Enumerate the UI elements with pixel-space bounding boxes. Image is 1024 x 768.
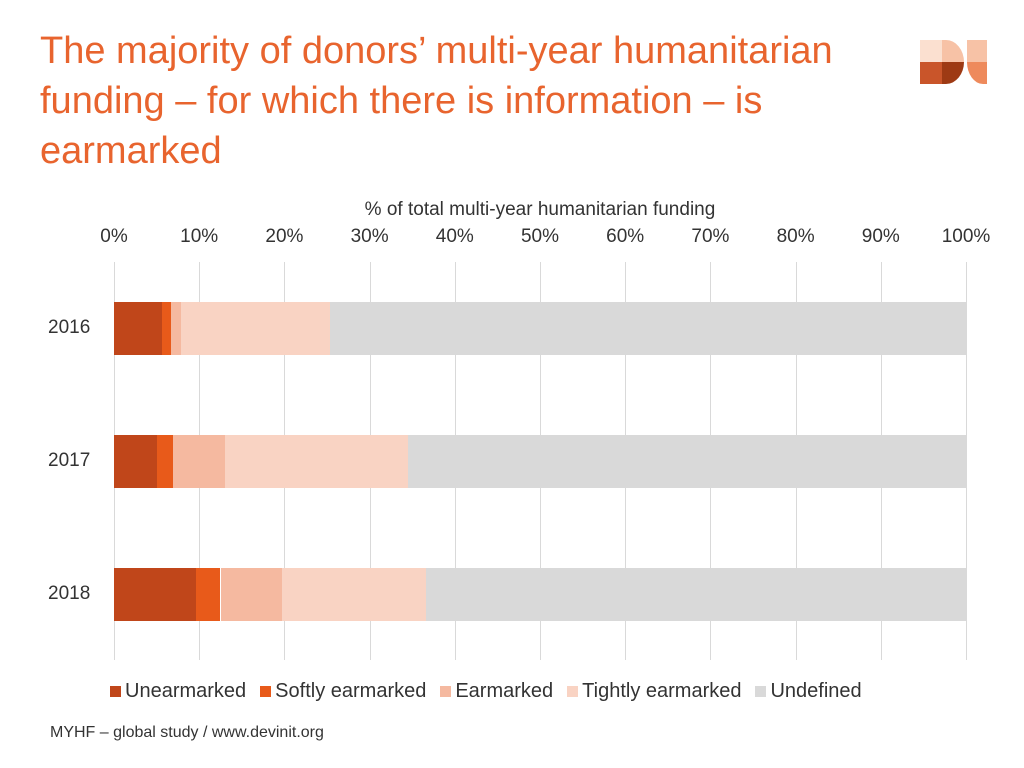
bar-earmarked-2017 <box>172 435 225 488</box>
bar-unearmarked-2016 <box>114 302 162 355</box>
category-label: 2017 <box>48 450 91 471</box>
x-tick-label: 100% <box>941 226 991 247</box>
x-tick-label: 10% <box>180 226 219 247</box>
bar-tightly-earmarked-2017 <box>224 435 408 488</box>
x-tick-label: 40% <box>435 226 474 247</box>
bar-earmarked-2016 <box>171 302 182 355</box>
legend-swatch <box>755 686 767 697</box>
legend-item: Earmarked <box>440 680 553 703</box>
bar-softly-earmarked-2016 <box>161 302 172 355</box>
bar-earmarked-2018 <box>220 568 282 621</box>
devinit-logo <box>920 40 987 84</box>
legend-swatch <box>567 686 579 697</box>
x-tick-label: 90% <box>861 226 900 247</box>
legend-swatch <box>260 686 272 697</box>
legend-item: Softly earmarked <box>260 680 426 703</box>
bar-softly-earmarked-2017 <box>156 435 173 488</box>
category-label: 2018 <box>48 583 91 604</box>
x-tick-label: 0% <box>100 226 128 247</box>
x-tick-label: 20% <box>265 226 304 247</box>
bar-unearmarked-2017 <box>114 435 157 488</box>
legend-label: Earmarked <box>455 680 554 702</box>
bar-unearmarked-2018 <box>114 568 196 621</box>
x-tick-label: 60% <box>606 226 645 247</box>
legend-swatch <box>110 686 121 697</box>
bar-undefined-2018 <box>425 568 966 621</box>
bar-undefined-2017 <box>407 435 966 488</box>
bar-tightly-earmarked-2016 <box>181 302 331 355</box>
legend-label: Softly earmarked <box>275 680 427 702</box>
bar-softly-earmarked-2018 <box>195 568 221 621</box>
bar-tightly-earmarked-2018 <box>281 568 426 621</box>
legend-swatch <box>440 686 452 697</box>
x-tick-label: 80% <box>776 226 815 247</box>
chart-title: The majority of donors’ multi-year human… <box>40 30 833 172</box>
legend-item: Undefined <box>755 680 862 703</box>
x-tick-label: 70% <box>691 226 730 247</box>
legend: Unearmarked Softly earmarked Earmarked Tigh… <box>110 680 862 703</box>
legend-label: Unearmarked <box>125 680 247 702</box>
x-tick-label: 50% <box>520 226 560 247</box>
x-tick-label: 30% <box>350 226 389 247</box>
legend-label: Tightly earmarked <box>582 680 742 702</box>
legend-item: Unearmarked <box>110 680 246 703</box>
x-axis-label: % of total multi-year humanitarian fundi… <box>364 199 716 220</box>
legend-label: Undefined <box>770 680 862 702</box>
bar-undefined-2016 <box>330 302 966 355</box>
gridline <box>966 262 967 660</box>
legend-item: Tightly earmarked <box>567 680 741 703</box>
source-note: MYHF – global study / www.devinit.org <box>50 724 324 741</box>
category-label: 2016 <box>48 317 91 338</box>
